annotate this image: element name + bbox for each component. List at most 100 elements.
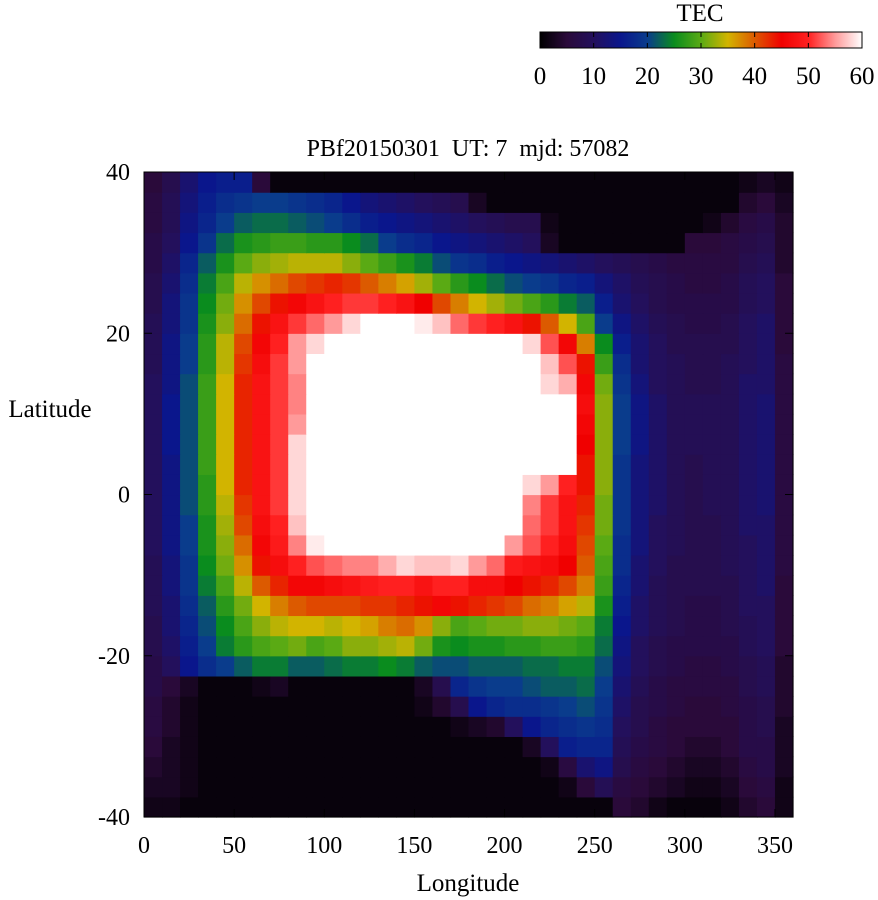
heatmap-cell [162,554,181,576]
heatmap-cell [432,635,452,657]
heatmap-cell [756,292,776,314]
heatmap-cell [774,313,794,334]
heatmap-cell [216,675,235,697]
heatmap-cell [702,675,722,697]
heatmap-cell [198,172,217,193]
heatmap-cell [612,534,632,556]
heatmap-cell [630,474,650,496]
heatmap-cell [756,413,776,435]
heatmap-cell [162,675,181,697]
heatmap-cell [216,575,235,596]
heatmap-cell [450,434,470,455]
heatmap-cell [396,393,416,415]
heatmap-cell [756,373,776,395]
heatmap-cell [594,292,614,314]
heatmap-cell [324,413,343,435]
heatmap-cell [198,212,217,234]
heatmap-cell [396,514,416,536]
heatmap-cell [630,756,650,778]
heatmap-cell [576,756,596,778]
heatmap-cell [234,232,253,254]
heatmap-cell [450,635,470,657]
heatmap-cell [504,554,524,576]
heatmap-cell [324,534,343,556]
heatmap-cell [576,514,596,536]
heatmap-cell [450,655,470,677]
heatmap-cell [270,675,289,697]
heatmap-cell [630,494,650,516]
heatmap-cell [612,393,632,415]
heatmap-cell [630,333,650,355]
heatmap-cell [540,474,560,496]
heatmap-cell [306,454,325,475]
heatmap-cell [558,413,578,435]
heatmap-cell [234,696,253,717]
heatmap-cell [450,272,470,294]
heatmap-cell [774,595,794,617]
heatmap-cell [144,434,163,455]
heatmap-cell [414,393,434,415]
heatmap-cell [252,434,271,455]
heatmap-cell [234,796,253,818]
heatmap-cell [630,655,650,677]
heatmap-cell [162,212,181,234]
heatmap-cell [522,272,542,294]
heatmap-cell [144,212,163,234]
heatmap-cell [450,292,470,314]
heatmap-cell [738,595,758,617]
heatmap-cell [216,454,235,475]
heatmap-cell [774,575,794,596]
heatmap-cell [522,454,542,475]
heatmap-cell [144,252,163,274]
heatmap-cell [180,615,199,637]
heatmap-cell [270,575,289,596]
heatmap-cell [522,796,542,818]
heatmap-cell [684,635,704,657]
heatmap-cell [522,534,542,556]
heatmap-cell [324,575,343,596]
heatmap-cell [720,172,740,193]
heatmap-cell [378,333,397,355]
heatmap-cell [558,474,578,496]
heatmap-cell [288,534,307,556]
heatmap-cell [198,232,217,254]
heatmap-cell [774,776,794,798]
heatmap-cell [684,675,704,697]
heatmap-cell [486,393,506,415]
heatmap-cell [180,192,199,213]
heatmap-cell [738,675,758,697]
heatmap-cell [576,635,596,657]
heatmap-cell [270,776,289,798]
heatmap-cell [756,756,776,778]
heatmap-cell [234,534,253,556]
heatmap-cell [666,716,686,737]
heatmap-cell [270,353,289,375]
heatmap-cell [324,595,343,617]
heatmap-cell [378,595,397,617]
heatmap-cell [540,554,560,576]
heatmap-cell [756,232,776,254]
heatmap-cell [288,232,307,254]
heatmap-cell [774,333,794,355]
heatmap-cell [576,373,596,395]
heatmap-cell [324,353,343,375]
heatmap-cell [504,212,524,234]
heatmap-cell [540,252,560,274]
heatmap-cell [360,595,379,617]
heatmap-cell [738,615,758,637]
heatmap-cell [576,736,596,758]
heatmap-cell [396,474,416,496]
heatmap-cell [324,716,343,737]
heatmap-cell [684,353,704,375]
heatmap-cell [468,615,488,637]
heatmap-cell [414,373,434,395]
heatmap-cell [342,454,361,475]
heatmap-cell [486,313,506,334]
heatmap-cell [648,172,668,193]
heatmap-cell [216,635,235,657]
heatmap-cell [486,192,506,213]
heatmap-cell [540,756,560,778]
heatmap-cell [486,595,506,617]
heatmap-cell [702,655,722,677]
heatmap-cell [288,353,307,375]
